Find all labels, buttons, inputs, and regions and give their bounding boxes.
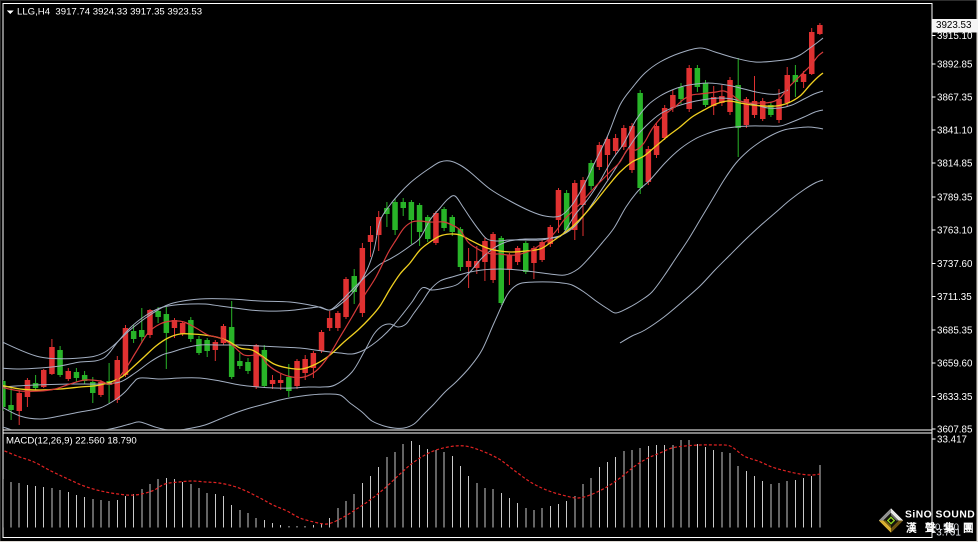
svg-text:3915.10: 3915.10 [937, 31, 973, 42]
svg-text:LLG,H4 3917.74 3924.33 3917.3: LLG,H4 3917.74 3924.33 3917.35 3923.53 [17, 7, 202, 18]
svg-text:3923.53: 3923.53 [936, 20, 972, 31]
svg-text:33.417: 33.417 [937, 435, 967, 446]
svg-text:3841.10: 3841.10 [937, 126, 973, 137]
svg-text:3659.60: 3659.60 [937, 359, 973, 370]
svg-text:3633.35: 3633.35 [937, 392, 973, 403]
svg-text:漢聲集團: 漢聲集團 [906, 522, 978, 535]
svg-text:3892.85: 3892.85 [937, 60, 973, 71]
svg-text:SiNO SOUND: SiNO SOUND [905, 510, 975, 521]
svg-text:3763.10: 3763.10 [937, 226, 973, 237]
svg-text:-3.701: -3.701 [933, 528, 961, 539]
svg-text:3814.85: 3814.85 [937, 159, 973, 170]
svg-text:3685.35: 3685.35 [937, 326, 973, 337]
svg-text:3867.35: 3867.35 [937, 93, 973, 104]
svg-text:3711.35: 3711.35 [937, 292, 972, 303]
svg-text:MACD(12,26,9) 22.560 18.790: MACD(12,26,9) 22.560 18.790 [6, 436, 137, 447]
svg-text:0.560: 0.560 [935, 522, 959, 533]
svg-text:3607.85: 3607.85 [937, 425, 973, 436]
svg-text:3789.35: 3789.35 [937, 193, 973, 204]
svg-text:3737.60: 3737.60 [937, 259, 973, 270]
